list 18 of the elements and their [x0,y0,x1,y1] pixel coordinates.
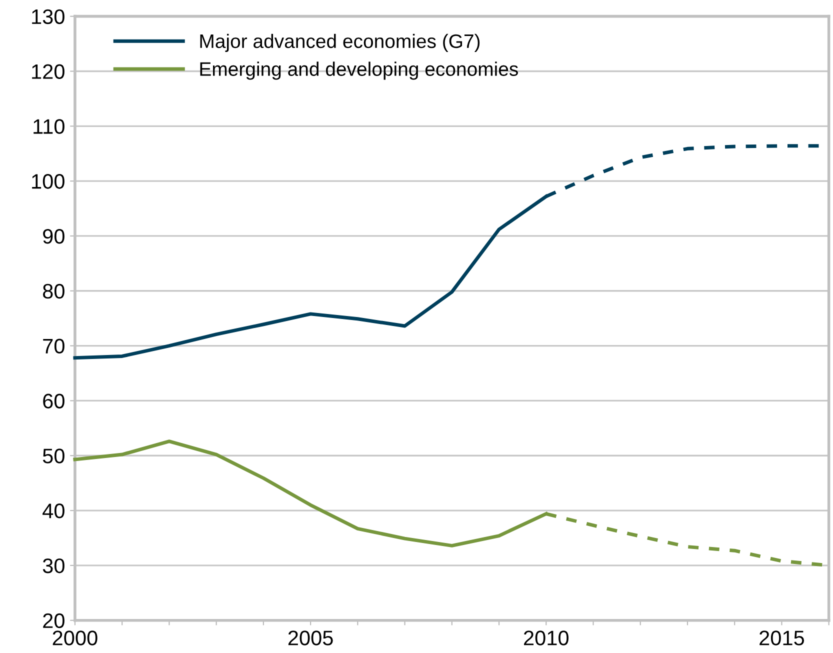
y-tick-label: 70 [43,338,64,354]
x-tick-label: 2015 [760,630,804,646]
y-tick-label: 90 [43,228,64,244]
y-tick-label: 130 [32,9,64,24]
y-tick-label: 80 [42,284,64,299]
y-tick-label: 110 [34,119,64,134]
x-tick-label: 2005 [288,630,333,646]
y-tick-label: 20 [43,613,64,628]
y-tick-label: 40 [42,504,64,518]
x-tick-label: 2000 [52,630,98,646]
legend-label: Major advanced economies (G7) [200,34,480,52]
x-tick-label: 2010 [524,630,568,646]
y-tick-label: 60 [43,394,64,408]
y-tick-label: 100 [32,174,64,189]
y-tick-label: 30 [42,558,64,574]
y-tick-label: 50 [42,448,64,464]
y-tick-label: 120 [32,64,64,79]
legend-label: Emerging and developing economies [200,62,518,80]
